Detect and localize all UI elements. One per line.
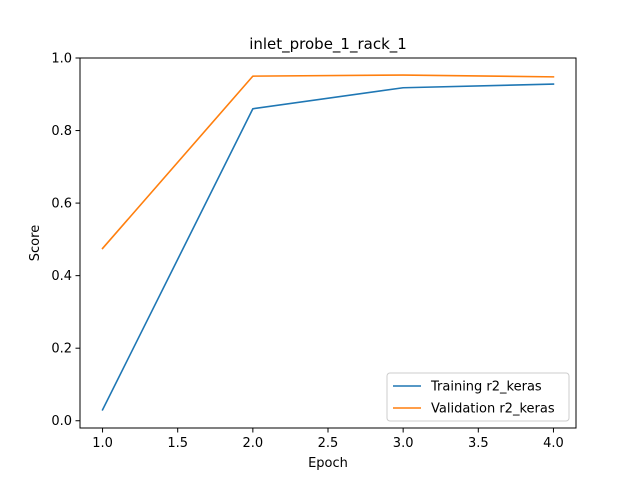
y-tick-label: 0.2 [51,342,72,357]
x-tick-label: 2.0 [243,436,264,451]
y-tick-label: 1.0 [51,52,72,67]
y-tick-label: 0.4 [51,269,72,284]
chart-title: inlet_probe_1_rack_1 [249,35,407,54]
plot-area: 1.0 1.5 2.0 2.5 3.0 3.5 4.0 0.0 0.2 0.4 0.6 0.8 1.0 [51,52,577,451]
series-line-1 [101,74,555,250]
legend: Training r2_keras Validation r2_keras [386,372,570,422]
y-tick-label: 0.0 [51,414,72,429]
legend-label-0: Training r2_keras [430,380,542,395]
y-axis-label: Score [28,225,43,261]
x-axis-label: Epoch [308,456,348,471]
x-tick-label: 3.5 [468,436,489,451]
legend-box [386,372,570,422]
x-tick-label: 2.5 [318,436,339,451]
series-line-0 [101,83,555,411]
x-tick-label: 4.0 [543,436,564,451]
x-tick-label: 1.5 [167,436,188,451]
y-tick-label: 0.6 [51,197,72,212]
x-tick-label: 3.0 [393,436,414,451]
x-tick-label: 1.0 [92,436,113,451]
y-tick-label: 0.8 [51,124,72,139]
legend-label-1: Validation r2_keras [431,402,555,417]
